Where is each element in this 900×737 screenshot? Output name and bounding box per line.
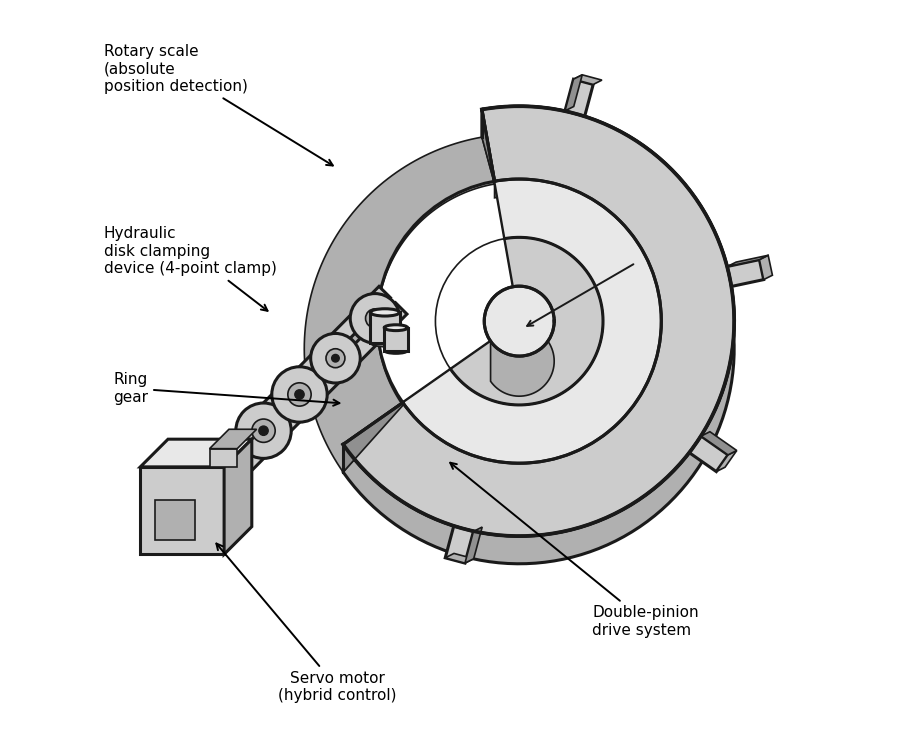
Polygon shape bbox=[403, 179, 662, 464]
Polygon shape bbox=[689, 436, 728, 472]
Polygon shape bbox=[573, 75, 602, 85]
Polygon shape bbox=[565, 79, 593, 116]
Polygon shape bbox=[451, 237, 603, 405]
Circle shape bbox=[252, 419, 275, 442]
Polygon shape bbox=[727, 259, 764, 287]
Circle shape bbox=[272, 367, 328, 422]
Circle shape bbox=[484, 286, 554, 356]
Text: Hydraulic
disk clamping
device (4-point clamp): Hydraulic disk clamping device (4-point … bbox=[104, 226, 277, 311]
Ellipse shape bbox=[384, 348, 408, 354]
Polygon shape bbox=[760, 255, 772, 279]
Bar bbox=[371, 312, 400, 343]
Polygon shape bbox=[446, 526, 473, 563]
Ellipse shape bbox=[371, 339, 400, 346]
Text: Servo motor
(hybrid control): Servo motor (hybrid control) bbox=[216, 543, 396, 703]
Polygon shape bbox=[716, 450, 737, 472]
Polygon shape bbox=[482, 110, 494, 184]
Text: Rotary scale
(absolute
position detection): Rotary scale (absolute position detectio… bbox=[104, 44, 333, 166]
Circle shape bbox=[236, 403, 292, 458]
Polygon shape bbox=[727, 255, 769, 267]
Polygon shape bbox=[155, 500, 195, 539]
Polygon shape bbox=[224, 439, 252, 554]
Circle shape bbox=[295, 390, 304, 399]
Polygon shape bbox=[403, 179, 662, 480]
Polygon shape bbox=[140, 467, 224, 554]
Polygon shape bbox=[701, 432, 737, 455]
Polygon shape bbox=[343, 106, 734, 564]
Circle shape bbox=[259, 426, 268, 436]
Bar bbox=[384, 328, 408, 351]
Polygon shape bbox=[465, 527, 482, 563]
Polygon shape bbox=[446, 553, 473, 563]
Polygon shape bbox=[304, 137, 494, 472]
Circle shape bbox=[332, 354, 339, 362]
Polygon shape bbox=[565, 75, 582, 111]
Ellipse shape bbox=[384, 325, 408, 331]
Polygon shape bbox=[210, 449, 238, 467]
Circle shape bbox=[310, 333, 360, 383]
Circle shape bbox=[365, 309, 384, 328]
Ellipse shape bbox=[371, 309, 400, 316]
Polygon shape bbox=[491, 286, 554, 397]
Circle shape bbox=[326, 349, 345, 368]
Circle shape bbox=[371, 315, 379, 322]
Polygon shape bbox=[216, 303, 407, 495]
Text: Double-pinion
drive system: Double-pinion drive system bbox=[450, 463, 698, 638]
Circle shape bbox=[288, 383, 311, 406]
Circle shape bbox=[350, 293, 400, 343]
Polygon shape bbox=[140, 439, 252, 467]
Polygon shape bbox=[210, 429, 256, 449]
Polygon shape bbox=[199, 287, 391, 479]
Text: Ring
gear: Ring gear bbox=[113, 372, 339, 406]
Polygon shape bbox=[343, 402, 403, 472]
Polygon shape bbox=[343, 106, 734, 536]
